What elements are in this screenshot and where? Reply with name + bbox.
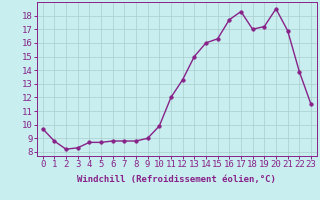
X-axis label: Windchill (Refroidissement éolien,°C): Windchill (Refroidissement éolien,°C) xyxy=(77,175,276,184)
